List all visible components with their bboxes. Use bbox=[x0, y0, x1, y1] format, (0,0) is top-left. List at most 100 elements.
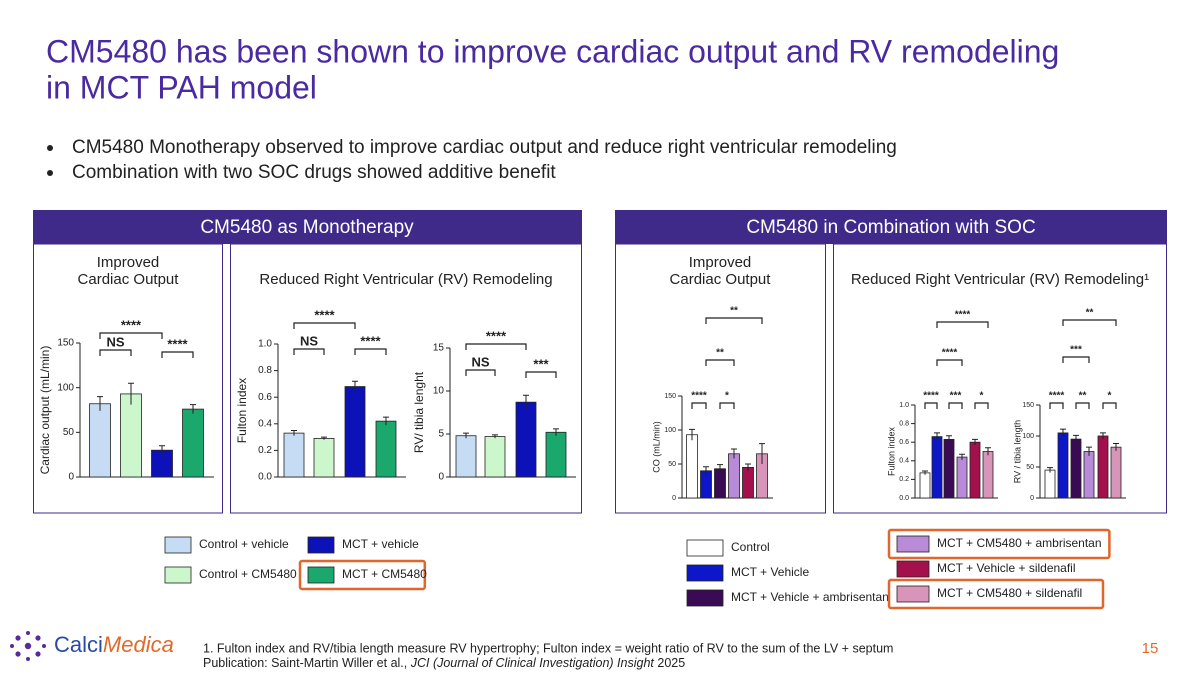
error-bar bbox=[97, 396, 103, 411]
error-bar bbox=[759, 443, 765, 464]
significance-bracket bbox=[465, 343, 527, 350]
bar bbox=[956, 456, 968, 499]
error-bar bbox=[934, 432, 940, 441]
significance-label: * bbox=[980, 391, 984, 402]
bar bbox=[742, 466, 754, 499]
y-tick-label: 50 bbox=[668, 461, 676, 468]
bullet-dot bbox=[47, 170, 53, 176]
bar bbox=[120, 393, 142, 478]
bar bbox=[1070, 438, 1082, 499]
significance-label: **** bbox=[691, 391, 707, 402]
bar bbox=[545, 431, 567, 478]
panel-header bbox=[615, 210, 1167, 244]
legend-label: MCT + CM5480 + ambrisentan bbox=[937, 536, 1102, 550]
chart: 0 5 10 15 RV/ tibia lenght **** NS *** bbox=[412, 328, 576, 483]
significance-bracket bbox=[1062, 356, 1090, 363]
bar bbox=[283, 432, 305, 478]
significance-label: **** bbox=[314, 307, 335, 322]
y-tick-label: 0.0 bbox=[258, 472, 272, 483]
significance-bracket bbox=[1102, 402, 1117, 409]
significance-label: * bbox=[725, 391, 729, 402]
sub-panel bbox=[615, 243, 826, 514]
error-bar bbox=[1100, 432, 1106, 440]
significance-bracket bbox=[974, 402, 989, 409]
error-bar bbox=[1047, 467, 1053, 473]
error-bar bbox=[492, 434, 498, 439]
y-tick-label: 0 bbox=[1030, 495, 1034, 502]
error-bar bbox=[291, 429, 297, 436]
significance-label: **** bbox=[121, 317, 142, 332]
y-axis-label: Cardiac output (mL/min) bbox=[38, 346, 52, 475]
y-tick-label: 0.8 bbox=[899, 420, 909, 427]
significance-label: NS bbox=[300, 333, 318, 348]
error-bar bbox=[553, 428, 559, 436]
logo-text: Calci bbox=[54, 632, 103, 657]
error-bar bbox=[946, 435, 952, 444]
y-tick-label: 5 bbox=[438, 429, 444, 440]
significance-bracket bbox=[293, 322, 356, 329]
error-bar bbox=[1086, 446, 1092, 456]
footnote: 2025 bbox=[654, 656, 685, 670]
y-tick-label: 150 bbox=[57, 338, 74, 349]
significance-bracket bbox=[924, 402, 938, 409]
legend-swatch bbox=[686, 539, 724, 557]
bullet-dot bbox=[47, 145, 53, 151]
significance-bracket bbox=[719, 402, 735, 409]
footnote: Publication: Saint-Martin Willer et al., bbox=[203, 656, 411, 670]
legend-label: MCT + Vehicle + ambrisentan bbox=[731, 590, 889, 604]
significance-bracket bbox=[936, 359, 963, 366]
legend-swatch bbox=[896, 535, 930, 553]
legend-highlight bbox=[887, 578, 1105, 610]
significance-bracket bbox=[705, 359, 735, 366]
significance-bracket bbox=[525, 371, 557, 378]
bar bbox=[686, 434, 698, 499]
bar bbox=[982, 451, 994, 499]
error-bar bbox=[128, 382, 134, 405]
error-bar bbox=[383, 416, 389, 426]
legend-swatch bbox=[686, 589, 724, 607]
error-bar bbox=[352, 380, 358, 392]
significance-bracket bbox=[161, 351, 194, 358]
bar bbox=[1083, 451, 1095, 499]
bar bbox=[375, 420, 397, 478]
y-tick-label: 0.2 bbox=[899, 476, 909, 483]
y-tick-label: 150 bbox=[1022, 402, 1034, 409]
significance-label: ** bbox=[1086, 308, 1094, 319]
y-tick-label: 1.0 bbox=[258, 339, 272, 350]
significance-bracket bbox=[936, 321, 989, 328]
bar bbox=[89, 403, 111, 478]
bar bbox=[931, 436, 943, 499]
bar bbox=[714, 468, 726, 499]
panel-header-text: CM5480 as Monotherapy bbox=[200, 217, 414, 238]
bar bbox=[969, 441, 981, 499]
y-tick-label: 15 bbox=[433, 343, 445, 354]
error-bar bbox=[689, 428, 695, 441]
y-tick-label: 0.6 bbox=[899, 439, 909, 446]
legend-label: MCT + Vehicle bbox=[731, 565, 809, 579]
legend-swatch bbox=[307, 536, 335, 554]
significance-bracket bbox=[465, 369, 496, 376]
legend-swatch bbox=[164, 536, 192, 554]
error-bar bbox=[703, 466, 709, 475]
y-tick-label: 100 bbox=[664, 427, 676, 434]
y-tick-label: 1.0 bbox=[899, 402, 909, 409]
legend-swatch bbox=[307, 566, 335, 584]
legend-label: Control bbox=[731, 540, 770, 554]
significance-bracket bbox=[948, 402, 963, 409]
section-title: Improved bbox=[97, 254, 160, 271]
significance-label: **** bbox=[955, 310, 971, 321]
legend-label: MCT + vehicle bbox=[342, 537, 419, 551]
section-title: Improved bbox=[689, 254, 752, 271]
legend-label: MCT + CM5480 bbox=[342, 567, 427, 581]
significance-label: ** bbox=[716, 348, 724, 359]
footnote: JCI (Journal of Clinical Investigation) … bbox=[410, 656, 655, 670]
bar bbox=[484, 436, 506, 478]
chart: 0.0 0.2 0.4 0.6 0.8 1.0 Fulton index **** NS **** bbox=[235, 307, 406, 483]
y-tick-label: 50 bbox=[1026, 464, 1034, 471]
footnote: 1. Fulton index and RV/tibia length meas… bbox=[203, 641, 893, 655]
error-bar bbox=[159, 445, 165, 455]
significance-label: *** bbox=[1070, 345, 1082, 356]
